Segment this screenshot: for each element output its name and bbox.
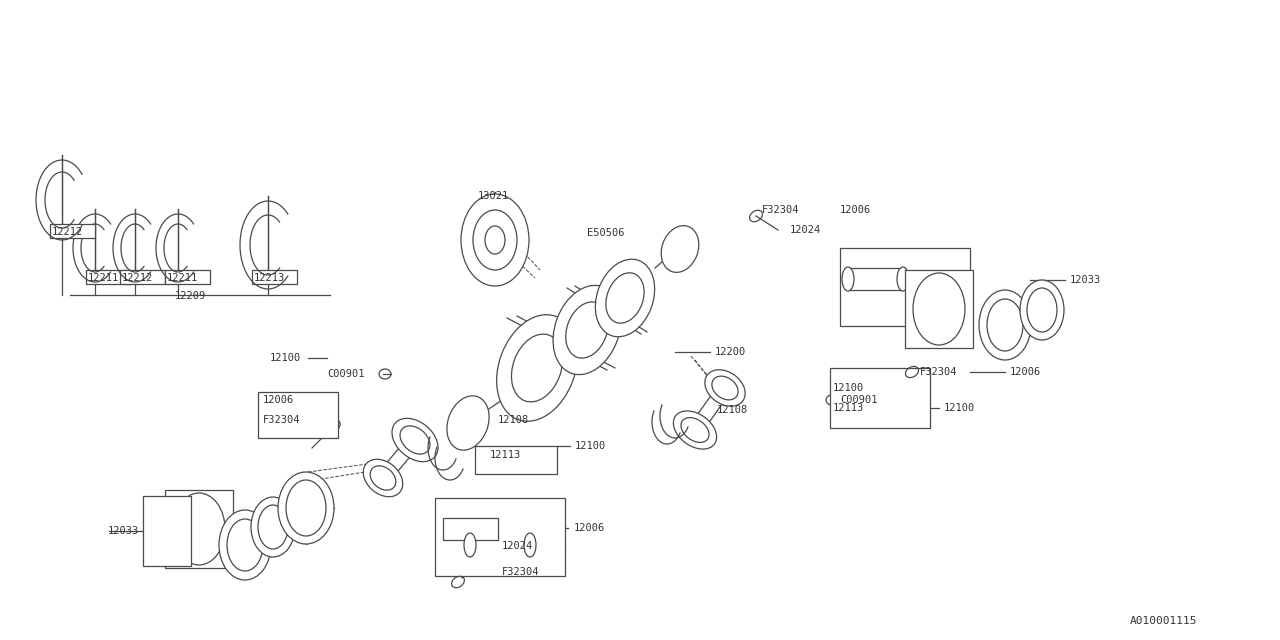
Text: 12108: 12108 [498, 415, 529, 425]
Ellipse shape [497, 315, 577, 421]
Ellipse shape [251, 497, 294, 557]
Text: 12212: 12212 [122, 273, 154, 283]
Bar [50, 224, 95, 238]
Text: 12100: 12100 [575, 441, 607, 451]
Text: 13021: 13021 [477, 191, 509, 201]
Text: 12100: 12100 [945, 403, 975, 413]
Ellipse shape [1020, 280, 1064, 340]
Text: A010001115: A010001115 [1130, 616, 1198, 626]
Ellipse shape [705, 370, 745, 406]
Text: 12024: 12024 [502, 541, 534, 551]
Text: F32304: F32304 [762, 205, 800, 215]
Bar [840, 248, 970, 326]
Text: C00901: C00901 [326, 369, 365, 379]
Text: 12113: 12113 [833, 403, 864, 413]
Text: 12024: 12024 [790, 225, 822, 235]
Bar [905, 270, 973, 348]
Text: F32304: F32304 [502, 567, 539, 577]
Text: 12108: 12108 [717, 405, 749, 415]
Ellipse shape [524, 533, 536, 557]
Ellipse shape [842, 267, 854, 291]
Ellipse shape [465, 533, 476, 557]
Text: 12211: 12211 [166, 273, 198, 283]
Ellipse shape [897, 267, 909, 291]
Bar [165, 270, 210, 284]
Text: 12006: 12006 [840, 205, 872, 215]
Ellipse shape [673, 411, 717, 449]
Text: 12100: 12100 [270, 353, 301, 363]
Ellipse shape [461, 194, 529, 286]
Ellipse shape [913, 273, 965, 345]
Ellipse shape [173, 493, 225, 565]
Text: 12211: 12211 [88, 273, 119, 283]
Bar [86, 270, 131, 284]
Bar [165, 490, 233, 568]
Text: 12200: 12200 [716, 347, 746, 357]
Ellipse shape [662, 226, 699, 273]
Bar [849, 268, 902, 290]
Text: F32304: F32304 [920, 367, 957, 377]
Text: E50506: E50506 [588, 228, 625, 238]
Text: C00901: C00901 [840, 395, 878, 405]
Ellipse shape [219, 510, 271, 580]
Text: F32304: F32304 [262, 415, 301, 425]
Ellipse shape [392, 419, 438, 461]
Text: 12006: 12006 [1010, 367, 1041, 377]
Ellipse shape [364, 460, 403, 497]
Text: 12006: 12006 [573, 523, 605, 533]
Bar [252, 270, 297, 284]
Bar [829, 368, 931, 428]
Ellipse shape [278, 472, 334, 544]
Ellipse shape [979, 290, 1030, 360]
Text: 12033: 12033 [108, 526, 140, 536]
Bar [435, 498, 564, 576]
Bar [143, 496, 191, 566]
Text: 12100: 12100 [833, 383, 864, 393]
Bar [120, 270, 165, 284]
Text: 12209: 12209 [175, 291, 206, 301]
Bar [259, 392, 338, 438]
Text: 12033: 12033 [1070, 275, 1101, 285]
Text: 12213: 12213 [253, 273, 285, 283]
Ellipse shape [595, 259, 654, 337]
Bar [443, 518, 498, 540]
Bar [475, 446, 557, 474]
Ellipse shape [553, 285, 621, 374]
Text: 12212: 12212 [52, 227, 83, 237]
Text: 12006: 12006 [262, 395, 294, 405]
Ellipse shape [447, 396, 489, 450]
Text: 12113: 12113 [490, 450, 521, 460]
